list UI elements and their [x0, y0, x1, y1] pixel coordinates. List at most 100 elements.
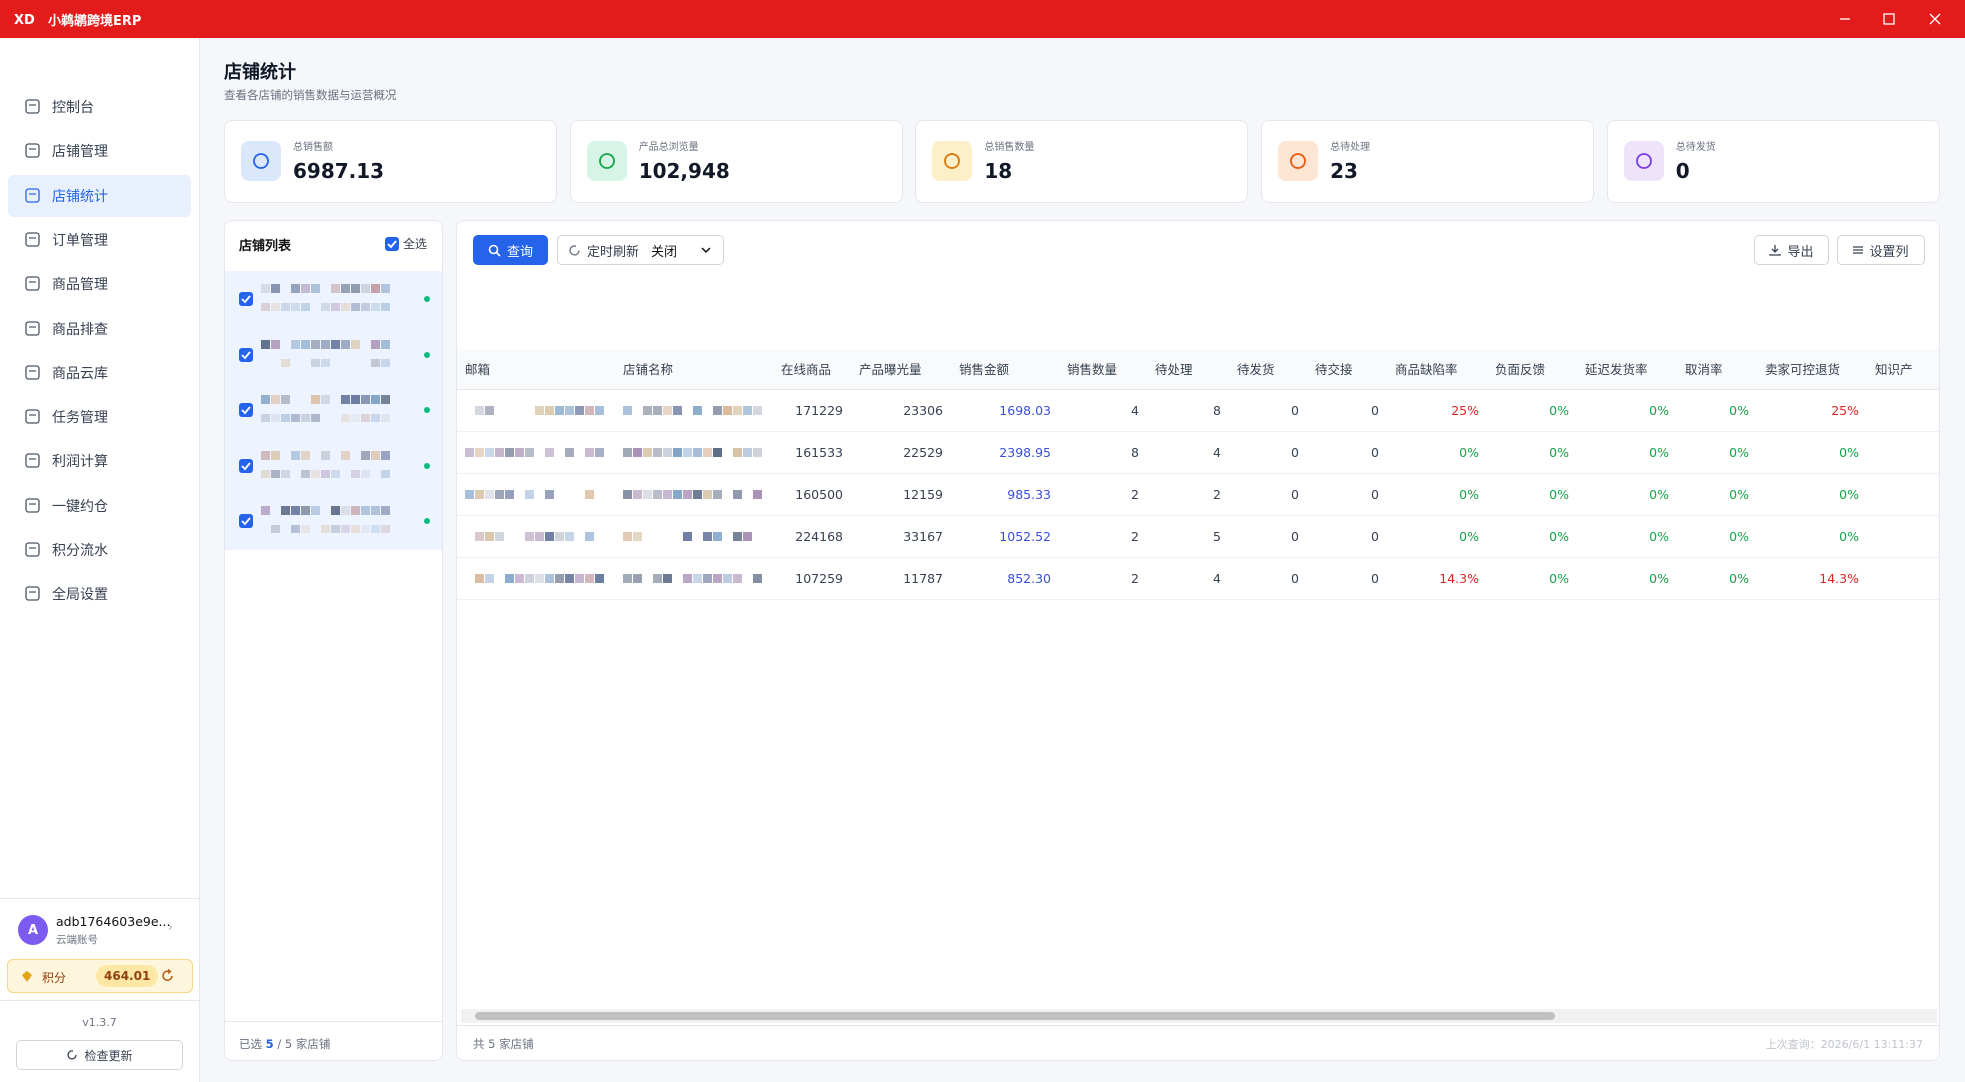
table-cell: 0%: [1487, 557, 1577, 600]
nav-label[interactable]: 积分流水: [52, 543, 108, 559]
column-header[interactable]: 邮箱: [457, 349, 615, 390]
table-cell: 0%: [1677, 431, 1757, 474]
column-header[interactable]: 延迟发货率: [1577, 349, 1677, 390]
query-button[interactable]: 查询: [473, 235, 548, 265]
nav-item[interactable]: 订单管理: [8, 219, 191, 261]
column-header[interactable]: 待发货: [1229, 349, 1307, 390]
auto-refresh-label[interactable]: 定时刷新: [587, 244, 640, 260]
column-header[interactable]: 商品缺陷率: [1387, 349, 1487, 390]
columns-button[interactable]: 设置列: [1837, 235, 1925, 265]
export-button[interactable]: 导出: [1754, 235, 1829, 265]
column-header[interactable]: 待交接: [1307, 349, 1387, 390]
update-label[interactable]: 检查更新: [84, 1048, 133, 1063]
nav-label[interactable]: 订单管理: [52, 232, 108, 249]
table-cell: 0%: [1387, 431, 1487, 474]
table-cell: 0%: [1387, 515, 1487, 558]
nav-item[interactable]: 利润计算: [8, 440, 191, 482]
user-name[interactable]: adb1764603e9e...: [56, 914, 171, 929]
store-checkbox[interactable]: [239, 347, 253, 362]
auto-refresh[interactable]: 定时刷新 关闭: [557, 235, 724, 265]
nav-item[interactable]: 商品排查: [8, 308, 191, 350]
table-cell: 0: [1229, 473, 1307, 516]
window-controls[interactable]: [1830, 8, 1960, 30]
table-cell: 985.33: [951, 473, 1059, 516]
nav-label[interactable]: 利润计算: [52, 454, 108, 471]
table-row: 171229 23306 1698.03 4 8 0 0 25% 0% 0% 0% 25%: [457, 389, 1939, 432]
store-item[interactable]: [225, 271, 442, 326]
h-scrollbar[interactable]: [461, 1009, 1937, 1023]
redacted: [623, 489, 763, 499]
nav-label[interactable]: 店铺管理: [52, 144, 108, 161]
nav-label[interactable]: 商品排查: [52, 321, 108, 338]
redacted: [623, 531, 763, 541]
table-cell-empty: [1867, 515, 1939, 558]
column-header[interactable]: 销售数量: [1059, 349, 1147, 390]
column-header[interactable]: 在线商品: [773, 349, 851, 390]
nav-label[interactable]: 控制台: [52, 100, 94, 116]
nav-item[interactable]: 控制台: [8, 86, 191, 128]
refresh-state[interactable]: 关闭: [651, 244, 678, 260]
redacted-cell: [615, 515, 773, 558]
column-header[interactable]: 取消率: [1677, 349, 1757, 390]
update-button[interactable]: 检查更新: [16, 1040, 183, 1070]
export-label[interactable]: 导出: [1787, 244, 1814, 260]
stat-value: 23: [1330, 159, 1358, 183]
nav-item[interactable]: 商品管理: [8, 263, 191, 305]
redacted: [465, 405, 605, 415]
store-checkbox[interactable]: [239, 458, 253, 473]
nav-item[interactable]: 全局设置: [8, 573, 191, 615]
table-panel: 查询 定时刷新 关闭 导出 设置列 邮箱 店铺名称 在线商品 产品曝光量 销售金额 销售数…: [456, 220, 1940, 1061]
select-all-label[interactable]: 全选: [403, 237, 428, 251]
column-header[interactable]: 知识产: [1867, 349, 1939, 390]
nav-label[interactable]: 全局设置: [52, 587, 108, 604]
column-header[interactable]: 卖家可控退货: [1757, 349, 1867, 390]
chevron: ›: [168, 920, 173, 934]
select-all[interactable]: 全选: [385, 235, 427, 252]
table-cell: 4: [1059, 389, 1147, 432]
refresh-points[interactable]: [160, 968, 176, 984]
table-cell: 0%: [1577, 515, 1677, 558]
table-row: 224168 33167 1052.52 2 5 0 0 0% 0% 0% 0% 0%: [457, 515, 1939, 558]
stat-value: 102,948: [638, 159, 730, 183]
column-header[interactable]: 产品曝光量: [851, 349, 951, 390]
store-checkbox[interactable]: [239, 403, 253, 417]
store-checkbox[interactable]: [239, 292, 253, 306]
column-header[interactable]: 店铺名称: [615, 349, 773, 390]
nav-item[interactable]: 一键约仓: [8, 485, 191, 527]
column-header[interactable]: 待处理: [1147, 349, 1229, 390]
column-header[interactable]: 销售金额: [951, 349, 1059, 390]
query-label[interactable]: 查询: [506, 244, 533, 260]
stat-value: 18: [984, 159, 1013, 183]
store-item[interactable]: [225, 493, 442, 548]
nav-item[interactable]: 任务管理: [8, 396, 191, 438]
store-item[interactable]: [225, 382, 442, 437]
table-cell: 4: [1147, 431, 1229, 474]
nav-label[interactable]: 一键约仓: [52, 498, 108, 515]
svg-text:XD: XD: [14, 13, 35, 26]
nav-label[interactable]: 商品管理: [52, 277, 108, 294]
nav-icon: [25, 586, 40, 601]
columns-label[interactable]: 设置列: [1869, 244, 1909, 260]
table-cell: 0%: [1387, 473, 1487, 516]
nav-label[interactable]: 任务管理: [52, 410, 108, 427]
store-checkbox[interactable]: [239, 514, 253, 528]
nav-label[interactable]: 商品云库: [52, 365, 108, 382]
redacted: [261, 525, 411, 533]
redacted-cell: [615, 389, 773, 432]
points-value: 464.01: [96, 965, 159, 987]
store-item[interactable]: [225, 327, 442, 382]
table-cell: 4: [1147, 557, 1229, 600]
nav-item[interactable]: 店铺管理: [8, 130, 191, 172]
store-item[interactable]: [225, 438, 442, 493]
logo: XD: [14, 13, 35, 26]
column-header[interactable]: 负面反馈: [1487, 349, 1577, 390]
avatar: A: [18, 915, 48, 945]
nav-item[interactable]: 店铺统计: [8, 174, 191, 217]
nav-item[interactable]: 商品云库: [8, 352, 191, 394]
nav-item[interactable]: 积分流水: [8, 529, 191, 571]
table-cell: 0%: [1677, 515, 1757, 558]
table-viewport: 邮箱 店铺名称 在线商品 产品曝光量 销售金额 销售数量 待处理 待发货 待交接 商品缺陷率 负面反…: [457, 285, 1939, 1015]
stat-icon: [1623, 141, 1664, 181]
nav-label[interactable]: 店铺统计: [52, 188, 108, 205]
